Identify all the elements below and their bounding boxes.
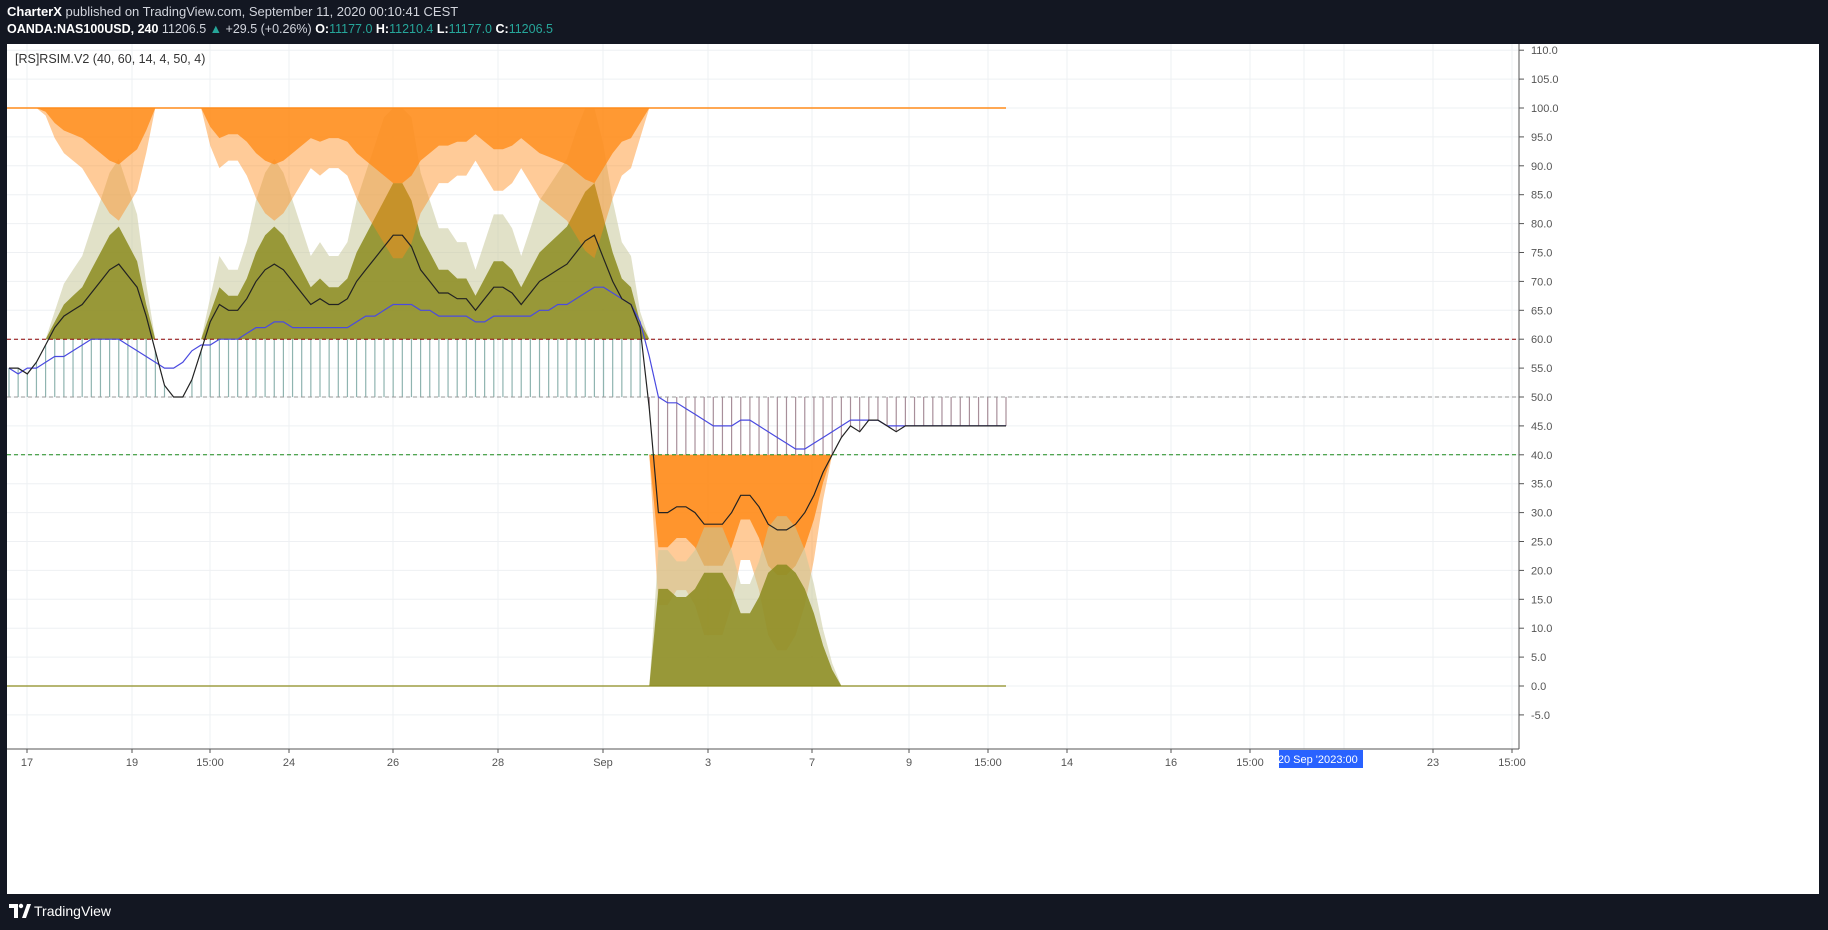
time-tick-label: 14 <box>1061 757 1073 769</box>
time-tick-label: 24 <box>283 757 295 769</box>
low-value: 11177.0 <box>448 22 493 36</box>
publish-info: CharterX published on TradingView.com, S… <box>7 4 458 19</box>
oversold-band-inner <box>9 564 1006 686</box>
price-scale[interactable] <box>1519 44 1819 749</box>
crosshair-time-label[interactable] <box>1279 750 1363 768</box>
indicator-chart[interactable]: 110.0105.0100.095.090.085.080.075.070.06… <box>7 44 1819 894</box>
price-tick-label: -5.0 <box>1531 710 1550 722</box>
time-tick-label: 7 <box>809 757 815 769</box>
price-tick-label: 50.0 <box>1531 392 1552 404</box>
crosshair-time: 23:00 <box>1330 754 1358 766</box>
price-tick-label: 40.0 <box>1531 450 1552 462</box>
price-tick-label: 35.0 <box>1531 479 1552 491</box>
crosshair-date: 20 Sep '20 <box>1278 754 1330 766</box>
close-value: 11206.5 <box>508 22 553 36</box>
price-tick-label: 30.0 <box>1531 508 1552 520</box>
price-tick-label: 60.0 <box>1531 334 1552 346</box>
time-tick-label: 23 <box>1427 757 1439 769</box>
time-tick-label: 15:00 <box>1236 757 1264 769</box>
tradingview-logo-icon <box>9 903 31 918</box>
time-tick-label: 3 <box>705 757 711 769</box>
open-value: 11177.0 <box>329 22 373 36</box>
price-tick-label: 15.0 <box>1531 594 1552 606</box>
price-tick-label: 90.0 <box>1531 161 1552 173</box>
price-tick-label: 25.0 <box>1531 537 1552 549</box>
time-tick-label: 16 <box>1165 757 1177 769</box>
time-tick-label: 28 <box>492 757 504 769</box>
price-tick-label: 45.0 <box>1531 421 1552 433</box>
price-tick-label: 55.0 <box>1531 363 1552 375</box>
high-value: 11210.4 <box>389 22 434 36</box>
high-label: H: <box>375 22 390 36</box>
price-tick-label: 100.0 <box>1531 103 1559 115</box>
price-change: +29.5 (+0.26%) <box>225 22 312 36</box>
publisher-name[interactable]: CharterX <box>7 4 62 19</box>
price-tick-label: 105.0 <box>1531 74 1559 86</box>
time-tick-label: Sep <box>593 757 613 769</box>
close-label: C: <box>495 22 509 36</box>
bear-band-inner <box>9 454 1006 575</box>
tradingview-brand[interactable]: TradingView <box>34 903 112 919</box>
price-tick-label: 95.0 <box>1531 132 1552 144</box>
price-tick-label: 5.0 <box>1531 652 1546 664</box>
symbol-label[interactable]: OANDA:NAS100USD, 240 <box>7 22 159 36</box>
low-label: L: <box>436 22 449 36</box>
price-tick-label: 65.0 <box>1531 305 1552 317</box>
time-tick-label: 17 <box>21 757 33 769</box>
time-tick-label: 19 <box>126 757 138 769</box>
overbought-band-inner <box>9 108 1006 184</box>
footer-bar: TradingView <box>0 894 1828 930</box>
price-tick-label: 20.0 <box>1531 565 1552 577</box>
chart-area[interactable]: 110.0 105.0 100.0 95.0 90.0 85.0 80.0 75.0 70.0 6… <box>7 44 1819 894</box>
time-tick-label: 26 <box>387 757 399 769</box>
price-tick-label: 110.0 <box>1531 45 1558 57</box>
price-tick-label: 0.0 <box>1531 681 1546 693</box>
signal-line[interactable] <box>8 286 1006 450</box>
time-tick-label: 15:00 <box>196 757 224 769</box>
time-tick-label: 15:00 <box>974 757 1002 769</box>
time-tick-label: 15:00 <box>1498 757 1526 769</box>
price-tick-label: 70.0 <box>1531 276 1552 288</box>
price-tick-label: 80.0 <box>1531 219 1552 231</box>
bull-band-inner <box>9 183 1006 340</box>
time-tick-label: 9 <box>906 757 912 769</box>
price-tick-label: 75.0 <box>1531 248 1552 260</box>
price-tick-label: 10.0 <box>1531 623 1552 635</box>
last-price: 11206.5 <box>161 22 207 36</box>
published-text: published on TradingView.com, September … <box>65 4 459 19</box>
rsi-line[interactable] <box>9 234 1006 531</box>
chart-header: CharterX published on TradingView.com, S… <box>0 0 1828 44</box>
change-up-icon: ▲ <box>209 22 223 36</box>
indicator-label[interactable]: [RS]RSIM.V2 (40, 60, 14, 4, 50, 4) <box>15 52 206 66</box>
open-label: O: <box>315 22 330 36</box>
price-tick-label: 85.0 <box>1531 190 1552 202</box>
symbol-info: OANDA:NAS100USD, 240 11206.5 ▲ +29.5 (+0… <box>7 22 553 36</box>
